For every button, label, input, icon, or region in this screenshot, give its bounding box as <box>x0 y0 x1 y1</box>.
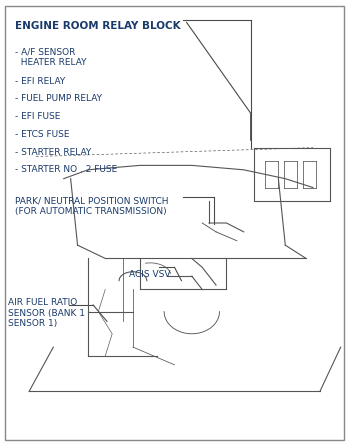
Text: - A/F SENSOR
  HEATER RELAY: - A/F SENSOR HEATER RELAY <box>15 48 87 67</box>
Text: - STARTER RELAY: - STARTER RELAY <box>15 148 91 157</box>
Text: - EFI RELAY: - EFI RELAY <box>15 77 66 86</box>
Text: - FUEL PUMP RELAY: - FUEL PUMP RELAY <box>15 95 102 103</box>
Text: AIR FUEL RATIO
SENSOR (BANK 1
SENSOR 1): AIR FUEL RATIO SENSOR (BANK 1 SENSOR 1) <box>8 298 85 328</box>
Text: PARK/ NEUTRAL POSITION SWITCH
(FOR AUTOMATIC TRANSMISSION): PARK/ NEUTRAL POSITION SWITCH (FOR AUTOM… <box>15 196 169 216</box>
Text: - STARTER NO . 2 FUSE: - STARTER NO . 2 FUSE <box>15 165 118 174</box>
Text: - ETCS FUSE: - ETCS FUSE <box>15 130 70 139</box>
Text: - EFI FUSE: - EFI FUSE <box>15 112 61 121</box>
Text: ACIS VSV: ACIS VSV <box>129 269 171 279</box>
Text: ENGINE ROOM RELAY BLOCK: ENGINE ROOM RELAY BLOCK <box>15 21 181 31</box>
